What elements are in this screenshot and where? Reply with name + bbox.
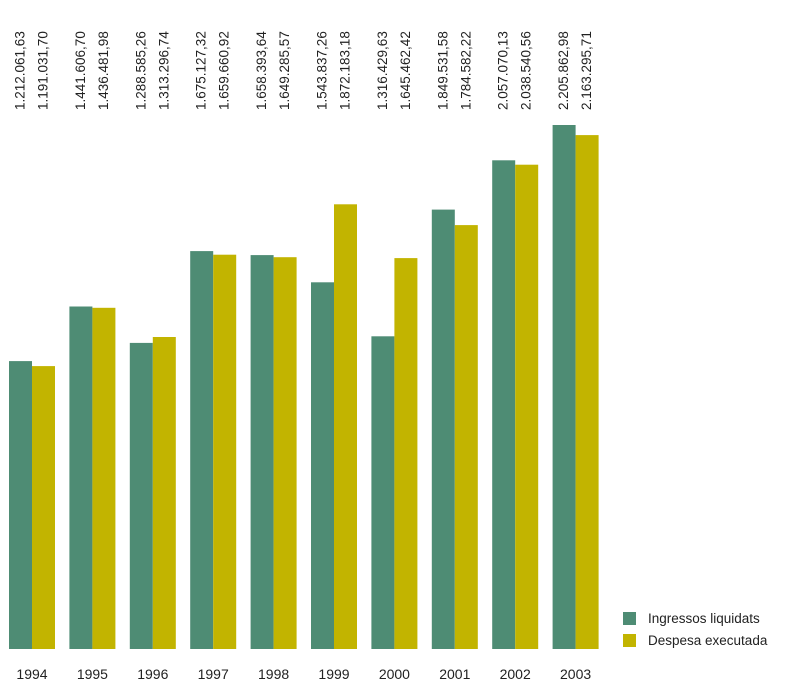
value-label-1999-despesa: 1.872.183,18 — [338, 31, 353, 110]
value-label-2000-ingressos: 1.316.429,63 — [375, 31, 390, 110]
bar-1998-ingressos — [250, 255, 274, 649]
bar-1997-ingressos — [190, 251, 214, 649]
bar-1996-ingressos — [129, 342, 153, 649]
bar-1994-despesa — [32, 366, 55, 649]
bar-1994-ingressos — [9, 361, 32, 649]
bar-1995-despesa — [92, 307, 116, 649]
bar-2001-ingressos — [431, 209, 455, 649]
value-label-2000-despesa: 1.645.462,42 — [398, 31, 413, 110]
bar-1995-ingressos — [69, 306, 93, 649]
bar-1998-despesa — [273, 257, 297, 649]
x-tick-label-1997: 1997 — [198, 666, 229, 682]
legend: Ingressos liquidats Despesa executada — [623, 611, 768, 648]
value-label-1996-despesa: 1.313.296,74 — [156, 31, 171, 110]
value-label-2001-ingressos: 1.849.531,58 — [435, 31, 450, 110]
value-label-1999-ingressos: 1.543.837,26 — [315, 31, 330, 110]
bar-2003-despesa — [575, 135, 599, 650]
x-axis-labels: 1994 1995 1996 1997 1998 1999 2000 2001 2002 2003 — [16, 666, 591, 682]
bar-1999-ingressos — [311, 282, 334, 649]
value-label-1998-ingressos: 1.658.393,64 — [254, 31, 269, 110]
x-tick-label-2000: 2000 — [379, 666, 410, 682]
value-label-1998-despesa: 1.649.285,57 — [277, 31, 292, 110]
bar-1996-despesa — [152, 337, 176, 649]
value-label-2002-ingressos: 2.057.070,13 — [496, 31, 511, 110]
legend-swatch-ingressos — [623, 612, 636, 625]
legend-label-ingressos: Ingressos liquidats — [648, 611, 760, 626]
value-label-1997-despesa: 1.659.660,92 — [217, 31, 232, 110]
value-label-1995-despesa: 1.436.481,98 — [96, 31, 111, 110]
x-tick-label-1998: 1998 — [258, 666, 289, 682]
x-tick-label-2003: 2003 — [560, 666, 591, 682]
value-label-1996-ingressos: 1.288.585,26 — [133, 31, 148, 110]
bars-group — [9, 125, 599, 650]
value-labels-group: 1.212.061,63 1.191.031,70 1.441.606,70 1.43… — [13, 31, 595, 110]
bar-2000-ingressos — [371, 336, 395, 649]
value-label-1994-despesa: 1.191.031,70 — [36, 31, 51, 110]
legend-label-despesa: Despesa executada — [648, 633, 768, 648]
x-tick-label-1999: 1999 — [318, 666, 349, 682]
x-tick-label-1994: 1994 — [16, 666, 47, 682]
bar-1999-despesa — [334, 204, 357, 650]
x-tick-label-2001: 2001 — [439, 666, 470, 682]
value-label-2003-despesa: 2.163.295,71 — [579, 31, 594, 110]
x-tick-label-1995: 1995 — [77, 666, 108, 682]
bar-2003-ingressos — [552, 125, 576, 649]
value-label-1997-ingressos: 1.675.127,32 — [194, 31, 209, 110]
legend-swatch-despesa — [623, 634, 636, 647]
bar-2002-ingressos — [492, 160, 516, 650]
bar-2000-despesa — [394, 258, 418, 649]
value-label-1994-ingressos: 1.212.061,63 — [13, 31, 28, 110]
bar-2001-despesa — [454, 225, 478, 649]
x-tick-label-1996: 1996 — [137, 666, 168, 682]
bar-2002-despesa — [515, 164, 539, 649]
value-label-2003-ingressos: 2.205.862,98 — [556, 31, 571, 110]
x-tick-label-2002: 2002 — [500, 666, 531, 682]
value-label-2002-despesa: 2.038.540,56 — [519, 31, 534, 110]
bar-1997-despesa — [213, 254, 237, 649]
value-label-2001-despesa: 1.784.582,22 — [458, 31, 473, 110]
value-label-1995-ingressos: 1.441.606,70 — [73, 31, 88, 110]
